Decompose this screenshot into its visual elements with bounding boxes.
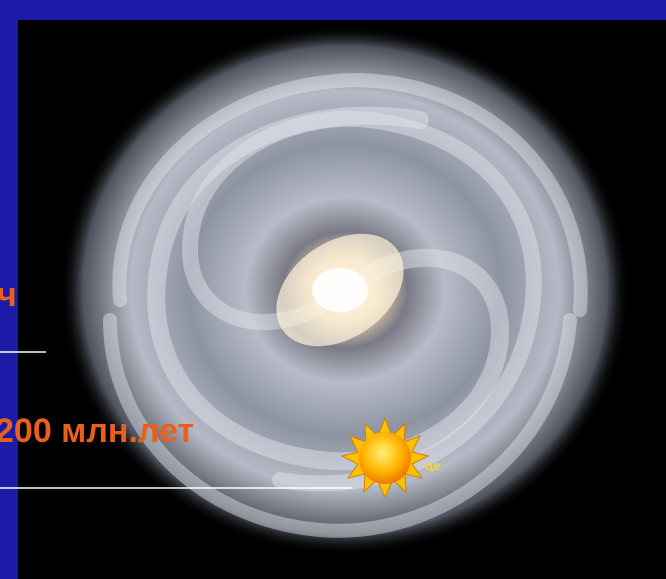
galaxy-image xyxy=(60,25,630,555)
label: 200 млн.лет xyxy=(0,412,194,450)
sun-icon xyxy=(340,416,430,499)
sun-label: це xyxy=(425,458,440,473)
label: ч xyxy=(0,276,17,314)
